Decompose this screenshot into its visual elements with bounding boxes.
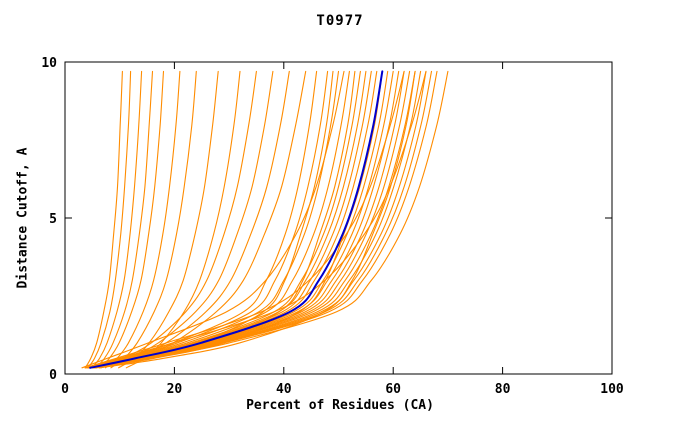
model-curve: [93, 70, 356, 369]
x-tick-label: 20: [167, 382, 183, 397]
model-curve: [87, 70, 350, 369]
model-curve: [95, 70, 154, 369]
model-curve: [84, 70, 405, 369]
y-tick-label: 10: [41, 56, 57, 71]
model-curve: [118, 70, 219, 369]
model-curve: [91, 70, 143, 369]
y-tick-label: 0: [49, 368, 57, 383]
x-tick-label: 0: [61, 382, 69, 397]
x-tick-label: 60: [385, 382, 401, 397]
chart-title: T0977: [316, 13, 364, 29]
x-tick-label: 100: [600, 382, 624, 397]
highlight-curve: [89, 70, 384, 369]
model-curve: [99, 70, 416, 369]
x-tick-label: 80: [495, 382, 511, 397]
x-axis-label: Percent of Residues (CA): [246, 398, 434, 413]
model-curve: [98, 70, 165, 369]
model-curve: [81, 70, 345, 369]
model-curve: [104, 70, 181, 369]
model-curve: [95, 70, 274, 369]
x-tick-label: 40: [276, 382, 292, 397]
y-tick-label: 5: [49, 212, 57, 227]
model-curve: [87, 70, 132, 369]
model-curve: [85, 70, 329, 369]
model-curve: [86, 70, 427, 369]
model-curve: [84, 70, 123, 369]
model-curve: [93, 70, 257, 369]
model-curve: [86, 70, 340, 369]
